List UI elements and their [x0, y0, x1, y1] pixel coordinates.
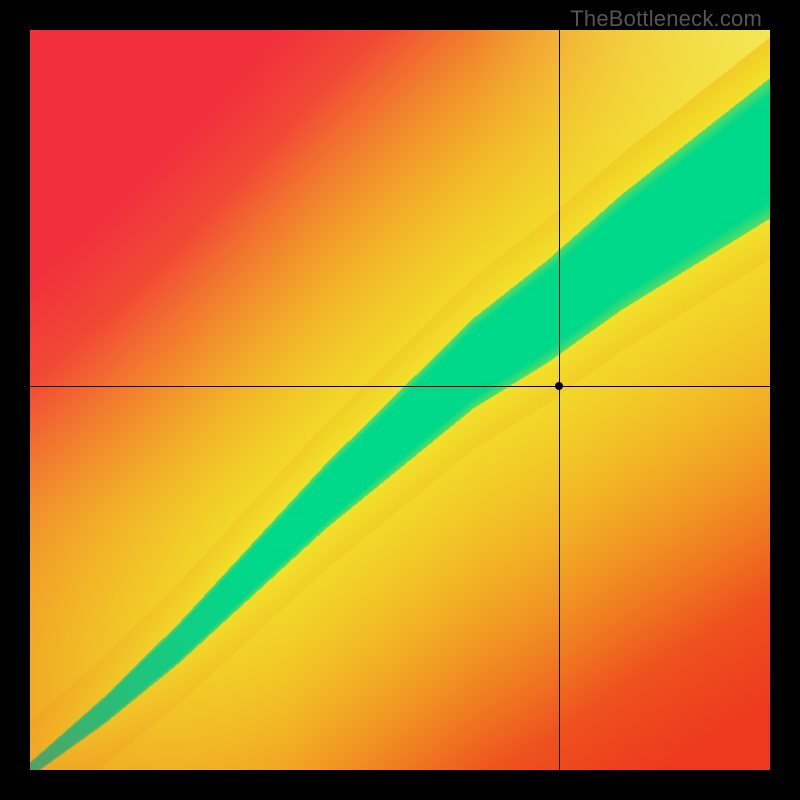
heatmap-canvas-wrap [30, 30, 770, 770]
heatmap-canvas [30, 30, 770, 770]
crosshair-vertical [559, 30, 560, 770]
plot-area [30, 30, 770, 770]
page-root: { "watermark": { "text": "TheBottleneck.… [0, 0, 800, 800]
crosshair-marker [555, 382, 563, 390]
crosshair-horizontal [30, 386, 770, 387]
watermark-text: TheBottleneck.com [570, 6, 762, 32]
